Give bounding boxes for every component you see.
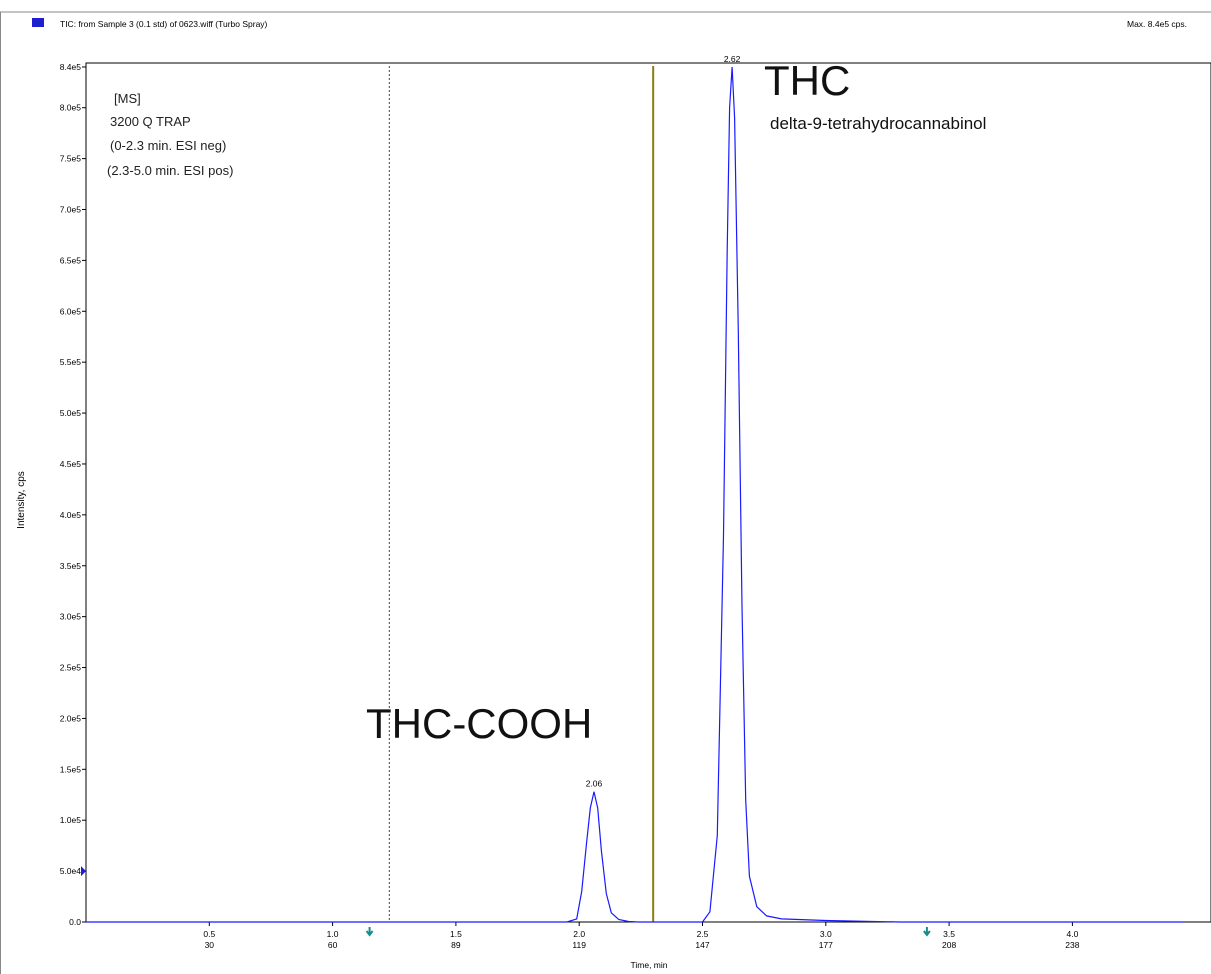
x-scan-label: 60: [328, 940, 338, 950]
info-line-pos: (2.3-5.0 min. ESI pos): [107, 163, 233, 178]
y-tick-label: 7.0e5: [60, 205, 82, 215]
x-tick-label: 3.0: [820, 929, 832, 939]
info-line-neg: (0-2.3 min. ESI neg): [110, 138, 226, 153]
peak-labels: 2.06 2.62: [586, 54, 741, 789]
y-tick-label: 4.5e5: [60, 459, 82, 469]
down-arrow-icon: [923, 927, 931, 937]
y-tick-label: 8.4e5: [60, 62, 82, 72]
x-axis-label: Time, min: [631, 960, 668, 970]
x-scan-label: 147: [695, 940, 709, 950]
thc-annotation-subtitle: delta-9-tetrahydrocannabinol: [770, 114, 986, 133]
x-scan-label: 30: [205, 940, 215, 950]
series-group: [86, 66, 1184, 923]
y-axis-label: Intensity, cps: [16, 471, 27, 529]
x-scan-label: 177: [819, 940, 833, 950]
x-scan-label: 208: [942, 940, 956, 950]
y-tick-label: 2.5e5: [60, 663, 82, 673]
x-tick-label: 4.0: [1066, 929, 1078, 939]
tic-trace-line: [86, 66, 1184, 923]
y-tick-label: 1.0e5: [60, 815, 82, 825]
down-arrow-icon: [365, 927, 374, 937]
y-tick-label: 1.5e5: [60, 764, 82, 774]
info-line-instrument: 3200 Q TRAP: [110, 114, 191, 129]
x-tick-label: 3.5: [943, 929, 955, 939]
y-tick-label: 8.0e5: [60, 103, 82, 113]
y-tick-label: 6.0e5: [60, 306, 82, 316]
y-tick-label: 7.5e5: [60, 154, 82, 164]
y-level-marker-icon: [81, 866, 86, 877]
y-tick-label: 5.0e5: [60, 408, 82, 418]
x-scan-label: 119: [572, 940, 586, 950]
y-tick-label: 4.0e5: [60, 510, 82, 520]
x-tick-label: 1.5: [450, 929, 462, 939]
x-tick-label: 2.0: [573, 929, 585, 939]
thccooh-annotation-title: THC-COOH: [366, 700, 592, 747]
y-tick-label: 0.0: [69, 917, 81, 927]
y-axis: 0.0 5.0e4 1.0e5 1.5e5 2.0e5 2.5e5 3.0e5 3.5e5 4.…: [60, 62, 86, 927]
y-tick-label: 6.5e5: [60, 255, 82, 265]
x-scan-label: 89: [451, 940, 461, 950]
y-tick-label: 5.5e5: [60, 357, 82, 367]
x-tick-label: 0.5: [203, 929, 215, 939]
info-line-ms: [MS]: [114, 91, 141, 106]
header-title: TIC: from Sample 3 (0.1 std) of 0623.wif…: [60, 19, 268, 29]
period-markers: [81, 66, 931, 937]
x-tick-label: 1.0: [327, 929, 339, 939]
y-tick-label: 3.5e5: [60, 561, 82, 571]
x-tick-label: 2.5: [697, 929, 709, 939]
y-tick-label: 2.0e5: [60, 713, 82, 723]
x-scan-label: 238: [1065, 940, 1079, 950]
header-max-label: Max. 8.4e5 cps.: [1127, 19, 1187, 29]
y-tick-label: 3.0e5: [60, 612, 82, 622]
peak-label: 2.06: [586, 779, 603, 789]
plot-area: [85, 62, 1211, 923]
thc-annotation-title: THC: [764, 57, 850, 104]
peak-label: 2.62: [724, 54, 741, 64]
trace-marker-icon: [32, 18, 44, 27]
y-tick-label: 5.0e4: [60, 866, 82, 876]
